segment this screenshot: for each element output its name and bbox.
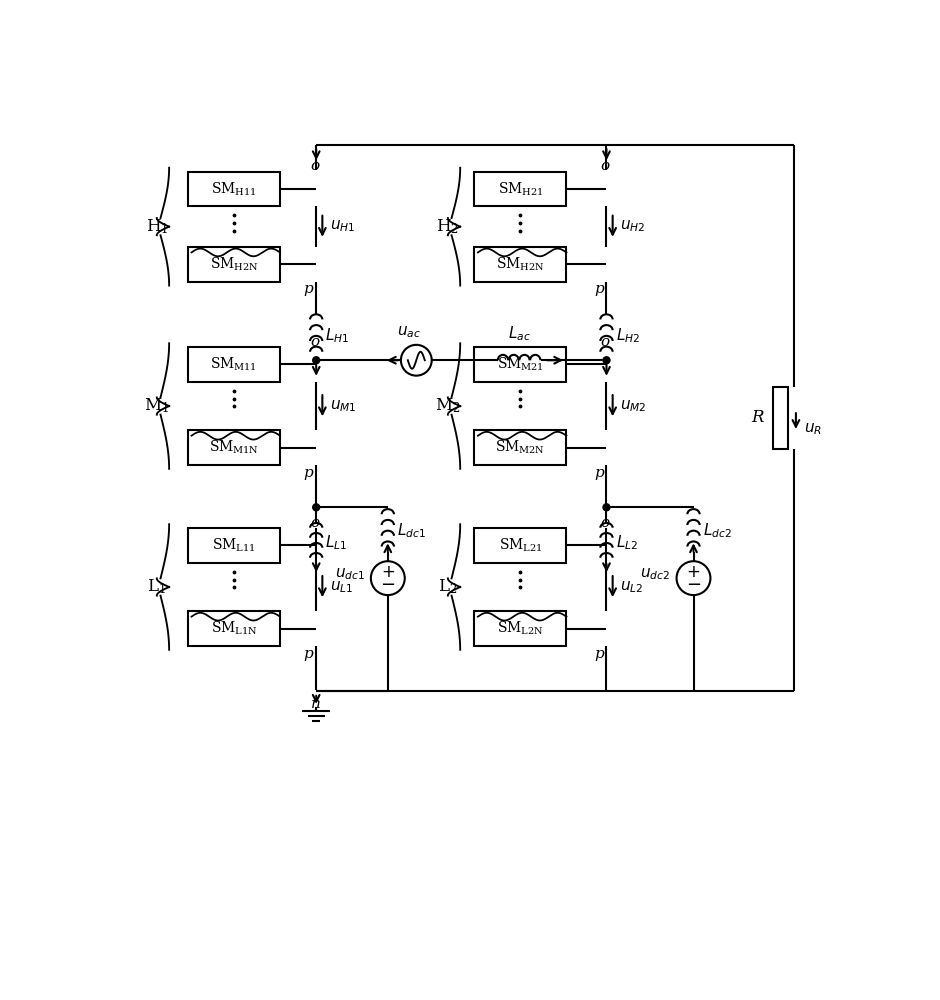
Text: $u_{M2}$: $u_{M2}$ <box>620 398 647 414</box>
Text: $\mathregular{M_1}$: $\mathregular{M_1}$ <box>145 397 169 415</box>
Text: p: p <box>304 466 313 480</box>
Bar <box>474 528 567 563</box>
Text: o: o <box>601 159 609 173</box>
Bar <box>474 347 567 382</box>
Circle shape <box>603 504 610 511</box>
Text: $u_{dc1}$: $u_{dc1}$ <box>335 566 365 582</box>
Text: $L_{ac}$: $L_{ac}$ <box>508 325 530 343</box>
Bar <box>773 387 789 449</box>
Bar <box>188 347 280 382</box>
Text: $\mathregular{SM_{H2N}}$: $\mathregular{SM_{H2N}}$ <box>496 256 544 273</box>
Text: p: p <box>594 282 603 296</box>
Bar <box>474 172 567 206</box>
Text: $\mathregular{SM_{H2N}}$: $\mathregular{SM_{H2N}}$ <box>210 256 258 273</box>
Text: −: − <box>381 576 396 594</box>
Bar <box>188 172 280 206</box>
Text: R: R <box>751 409 763 426</box>
Text: $\mathregular{H_2}$: $\mathregular{H_2}$ <box>436 217 460 236</box>
Text: $\mathregular{SM_{L21}}$: $\mathregular{SM_{L21}}$ <box>498 537 542 554</box>
Text: n: n <box>311 697 321 711</box>
Text: p: p <box>594 647 603 661</box>
Bar <box>474 247 567 282</box>
Text: +: + <box>381 563 395 581</box>
Text: o: o <box>310 159 320 173</box>
Text: $L_{L1}$: $L_{L1}$ <box>325 533 348 552</box>
Text: +: + <box>686 563 700 581</box>
Bar <box>188 528 280 563</box>
Text: $u_{L2}$: $u_{L2}$ <box>620 579 644 595</box>
Text: $\mathregular{H_1}$: $\mathregular{H_1}$ <box>146 217 168 236</box>
Text: o: o <box>310 335 320 349</box>
Text: $\mathregular{SM_{L2N}}$: $\mathregular{SM_{L2N}}$ <box>497 620 543 637</box>
Text: $\mathregular{SM_{M11}}$: $\mathregular{SM_{M11}}$ <box>211 356 258 373</box>
Text: $\mathregular{SM_{M2N}}$: $\mathregular{SM_{M2N}}$ <box>495 439 545 456</box>
Text: o: o <box>601 516 609 530</box>
Text: $\mathregular{L_2}$: $\mathregular{L_2}$ <box>438 578 458 596</box>
Text: $u_R$: $u_R$ <box>804 422 822 437</box>
Text: $\mathregular{SM_{M21}}$: $\mathregular{SM_{M21}}$ <box>497 356 543 373</box>
Text: $\mathregular{L_1}$: $\mathregular{L_1}$ <box>148 578 166 596</box>
Text: $L_{L2}$: $L_{L2}$ <box>616 533 638 552</box>
Circle shape <box>313 357 320 364</box>
Bar <box>188 611 280 646</box>
Text: $\mathregular{SM_{L1N}}$: $\mathregular{SM_{L1N}}$ <box>211 620 257 637</box>
Text: $L_{H2}$: $L_{H2}$ <box>616 326 640 345</box>
Text: $u_{M1}$: $u_{M1}$ <box>330 398 356 414</box>
Text: o: o <box>601 335 609 349</box>
Text: o: o <box>310 516 320 530</box>
Text: $u_{H2}$: $u_{H2}$ <box>620 219 646 234</box>
Bar <box>474 430 567 465</box>
Text: $u_{H1}$: $u_{H1}$ <box>330 219 355 234</box>
Circle shape <box>313 504 320 511</box>
Bar <box>474 611 567 646</box>
Text: p: p <box>304 647 313 661</box>
Text: $u_{L1}$: $u_{L1}$ <box>330 579 353 595</box>
Text: p: p <box>304 282 313 296</box>
Bar <box>188 247 280 282</box>
Text: $L_{dc2}$: $L_{dc2}$ <box>703 521 731 540</box>
Text: −: − <box>686 576 701 594</box>
Text: $\mathregular{M_2}$: $\mathregular{M_2}$ <box>435 397 461 415</box>
Text: $\mathregular{SM_{M1N}}$: $\mathregular{SM_{M1N}}$ <box>209 439 258 456</box>
Text: $u_{dc2}$: $u_{dc2}$ <box>640 566 670 582</box>
Text: $L_{H1}$: $L_{H1}$ <box>325 326 350 345</box>
Text: $\mathregular{SM_{H11}}$: $\mathregular{SM_{H11}}$ <box>212 180 257 198</box>
Circle shape <box>603 357 610 364</box>
Text: $L_{dc1}$: $L_{dc1}$ <box>397 521 426 540</box>
Text: $\mathregular{SM_{L11}}$: $\mathregular{SM_{L11}}$ <box>212 537 256 554</box>
Text: p: p <box>594 466 603 480</box>
Text: $u_{ac}$: $u_{ac}$ <box>397 325 420 340</box>
Text: $\mathregular{SM_{H21}}$: $\mathregular{SM_{H21}}$ <box>497 180 543 198</box>
Bar <box>188 430 280 465</box>
